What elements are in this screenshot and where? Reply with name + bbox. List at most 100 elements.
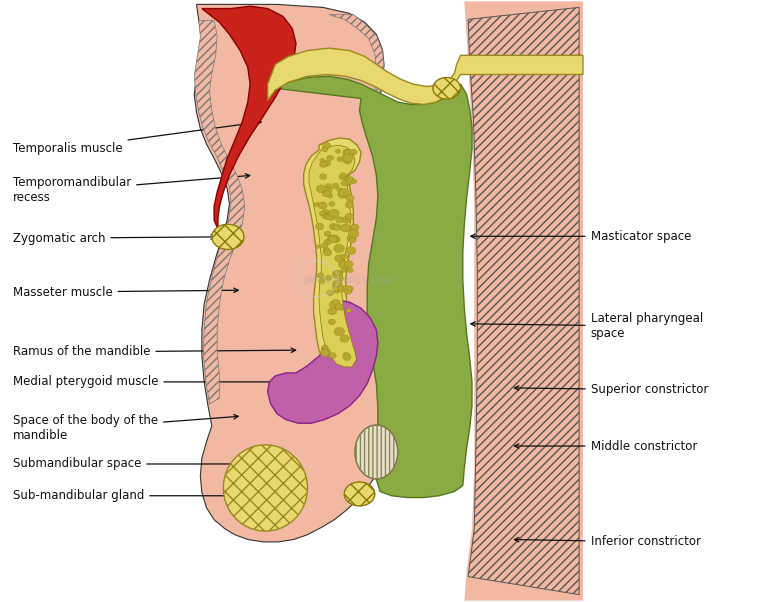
Circle shape — [326, 276, 332, 281]
Text: perjobasics.com: perjobasics.com — [304, 275, 395, 285]
Circle shape — [324, 231, 331, 236]
Circle shape — [346, 182, 350, 186]
Circle shape — [324, 239, 331, 245]
Circle shape — [343, 154, 353, 162]
Circle shape — [343, 226, 349, 231]
Circle shape — [322, 243, 328, 248]
Circle shape — [328, 308, 337, 315]
Circle shape — [329, 202, 335, 206]
Polygon shape — [355, 425, 398, 479]
Circle shape — [329, 353, 336, 359]
Circle shape — [212, 225, 244, 249]
Circle shape — [334, 327, 345, 336]
Circle shape — [321, 213, 326, 217]
Circle shape — [339, 174, 346, 180]
Circle shape — [334, 270, 341, 276]
Circle shape — [337, 188, 342, 191]
Polygon shape — [223, 445, 307, 531]
Polygon shape — [465, 1, 583, 601]
Circle shape — [329, 300, 339, 308]
Circle shape — [319, 174, 327, 179]
Circle shape — [336, 303, 343, 310]
Circle shape — [329, 235, 337, 243]
Circle shape — [339, 306, 344, 310]
Circle shape — [339, 173, 346, 178]
Circle shape — [343, 176, 349, 181]
Text: Medial pterygoid muscle: Medial pterygoid muscle — [13, 376, 296, 388]
Circle shape — [344, 149, 353, 157]
Circle shape — [329, 235, 338, 241]
Circle shape — [342, 216, 351, 223]
Circle shape — [345, 176, 355, 184]
Circle shape — [433, 78, 461, 99]
Circle shape — [349, 238, 356, 243]
Circle shape — [341, 254, 348, 259]
Circle shape — [323, 142, 330, 149]
Circle shape — [347, 234, 356, 241]
Circle shape — [346, 195, 354, 202]
Circle shape — [337, 157, 343, 162]
Circle shape — [333, 281, 341, 288]
Circle shape — [314, 202, 319, 206]
Polygon shape — [309, 145, 356, 367]
Circle shape — [327, 235, 334, 241]
Circle shape — [323, 187, 333, 193]
Circle shape — [323, 214, 330, 219]
Circle shape — [317, 273, 324, 278]
Circle shape — [316, 185, 326, 193]
Circle shape — [326, 213, 336, 220]
Polygon shape — [276, 76, 472, 497]
Circle shape — [329, 223, 337, 230]
Circle shape — [316, 245, 320, 249]
Circle shape — [343, 353, 349, 358]
Text: Lateral pharyngeal
space: Lateral pharyngeal space — [471, 312, 703, 340]
Circle shape — [333, 299, 340, 305]
Polygon shape — [468, 7, 579, 595]
Circle shape — [340, 224, 350, 232]
Text: Inferior constrictor: Inferior constrictor — [515, 535, 700, 548]
Circle shape — [333, 270, 343, 279]
Polygon shape — [303, 138, 362, 373]
Circle shape — [343, 149, 349, 154]
Circle shape — [344, 261, 353, 268]
Circle shape — [326, 290, 333, 296]
Circle shape — [349, 226, 358, 232]
Text: Masticator space: Masticator space — [471, 230, 691, 243]
Circle shape — [319, 211, 325, 216]
Circle shape — [343, 152, 349, 157]
Circle shape — [319, 279, 325, 284]
Text: Submandibular space: Submandibular space — [13, 458, 253, 471]
Circle shape — [344, 288, 352, 294]
Circle shape — [316, 223, 324, 230]
Circle shape — [326, 184, 331, 188]
Circle shape — [347, 150, 353, 155]
Polygon shape — [268, 48, 583, 105]
Circle shape — [346, 202, 353, 208]
Circle shape — [321, 346, 327, 351]
Circle shape — [343, 158, 352, 164]
Circle shape — [333, 224, 341, 231]
Circle shape — [339, 188, 349, 197]
Circle shape — [319, 161, 328, 167]
Circle shape — [351, 224, 359, 231]
Circle shape — [346, 308, 352, 312]
Text: Temporalis muscle: Temporalis muscle — [13, 120, 261, 155]
Text: Masseter muscle: Masseter muscle — [13, 285, 238, 299]
Circle shape — [323, 190, 330, 197]
Circle shape — [333, 288, 340, 293]
Circle shape — [322, 345, 328, 350]
Circle shape — [349, 237, 356, 242]
Circle shape — [336, 149, 341, 154]
Text: Middle constrictor: Middle constrictor — [515, 439, 697, 453]
Text: Temporomandibular
recess: Temporomandibular recess — [13, 173, 250, 204]
Text: Space of the body of the
mandible: Space of the body of the mandible — [13, 414, 238, 442]
Circle shape — [329, 209, 339, 217]
Polygon shape — [202, 6, 296, 229]
Circle shape — [321, 348, 330, 355]
Text: Superior constrictor: Superior constrictor — [515, 383, 708, 396]
Circle shape — [344, 482, 375, 506]
Circle shape — [318, 202, 327, 209]
Circle shape — [327, 211, 337, 219]
Text: Zygomatic arch: Zygomatic arch — [13, 232, 215, 244]
Circle shape — [322, 209, 329, 216]
